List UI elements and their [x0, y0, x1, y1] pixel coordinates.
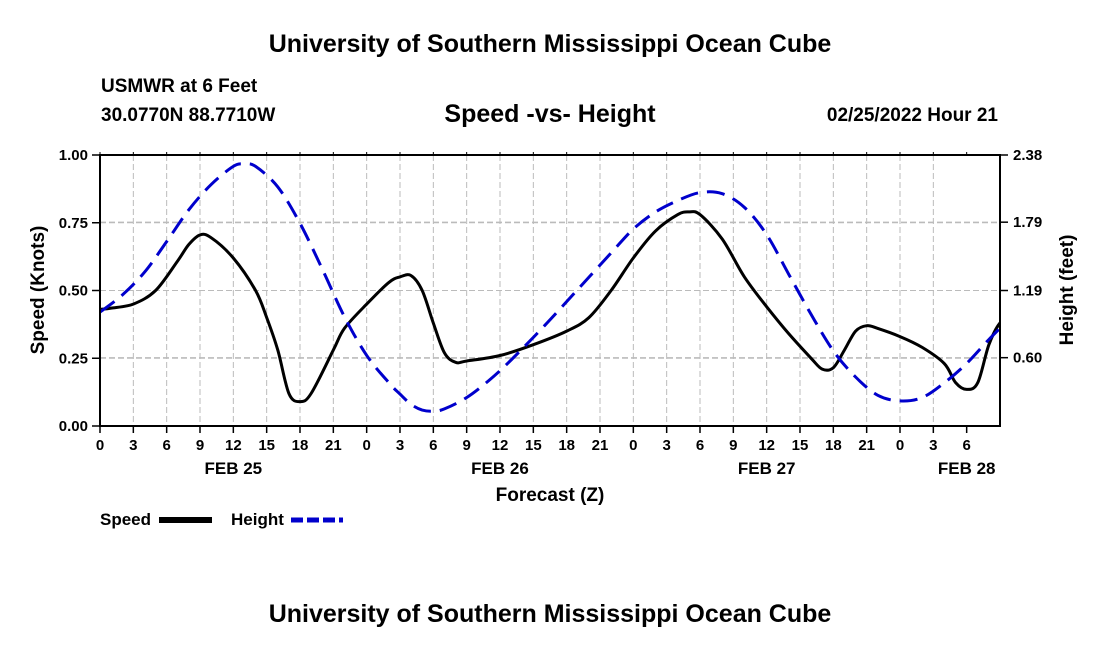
speed-series-line [100, 210, 1000, 404]
footer-title: University of Southern Mississippi Ocean… [268, 600, 832, 628]
plot-area [100, 162, 1000, 413]
x-tick-label: 12 [758, 437, 775, 454]
x-axis-title: Forecast (Z) [496, 485, 605, 506]
y2-tick-label: 1.19 [1013, 283, 1042, 300]
x-tick-label: 6 [962, 437, 970, 454]
day-label: FEB 26 [471, 459, 529, 478]
x-tick-label: 18 [558, 437, 575, 454]
legend-label-height: Height [231, 510, 284, 529]
x-tick-label: 21 [858, 437, 875, 454]
x-tick-label: 6 [162, 437, 170, 454]
datetime-label: 02/25/2022 Hour 21 [826, 105, 998, 126]
x-tick-label: 15 [258, 437, 275, 454]
station-label: USMWR at 6 Feet [101, 76, 258, 97]
y2-tick-label: 1.79 [1013, 214, 1042, 231]
x-tick-label: 18 [825, 437, 842, 454]
x-tick-label: 21 [592, 437, 609, 454]
y-tick-label: 1.00 [59, 147, 88, 164]
x-tick-label: 3 [396, 437, 404, 454]
x-tick-label: 6 [429, 437, 437, 454]
x-tick-label: 0 [629, 437, 637, 454]
day-label: FEB 27 [738, 459, 796, 478]
y2-tick-label: 0.60 [1013, 350, 1042, 367]
y-tick-label: 0.25 [59, 350, 88, 367]
x-tick-label: 9 [196, 437, 204, 454]
main-title: University of Southern Mississippi Ocean… [268, 30, 832, 58]
x-tick-label: 6 [696, 437, 704, 454]
x-tick-label: 3 [929, 437, 937, 454]
grid-lines [100, 154, 1000, 426]
day-label: FEB 25 [205, 459, 263, 478]
x-tick-label: 15 [525, 437, 542, 454]
y-tick-label: 0.50 [59, 283, 88, 300]
x-tick-label: 3 [662, 437, 670, 454]
x-tick-label: 0 [96, 437, 104, 454]
legend-label-speed: Speed [100, 510, 151, 529]
coordinates-label: 30.0770N 88.7710W [101, 105, 276, 126]
x-tick-label: 9 [462, 437, 470, 454]
y2-tick-label: 2.38 [1013, 147, 1042, 164]
day-label: FEB 28 [938, 459, 996, 478]
axes: 0 3 6 9 12 15 18 21 0 3 6 9 12 15 18 21 0 3 6 9 12 15 18 21 0 3 6 0… [59, 147, 1042, 478]
legend: Speed Height [100, 510, 343, 529]
y2-axis-title: Height (feet) [1057, 235, 1078, 346]
y-axis-title: Speed (Knots) [28, 226, 49, 355]
chart-subtitle: Speed -vs- Height [444, 100, 656, 128]
x-tick-label: 21 [325, 437, 342, 454]
x-tick-label: 0 [362, 437, 370, 454]
height-series-line [100, 162, 1000, 413]
x-tick-label: 12 [225, 437, 242, 454]
x-tick-label: 15 [792, 437, 809, 454]
x-tick-label: 12 [492, 437, 509, 454]
x-tick-label: 18 [292, 437, 309, 454]
y-tick-label: 0.75 [59, 215, 88, 232]
x-tick-label: 0 [896, 437, 904, 454]
x-tick-label: 9 [729, 437, 737, 454]
x-tick-label: 3 [129, 437, 137, 454]
y-tick-label: 0.00 [59, 418, 88, 435]
